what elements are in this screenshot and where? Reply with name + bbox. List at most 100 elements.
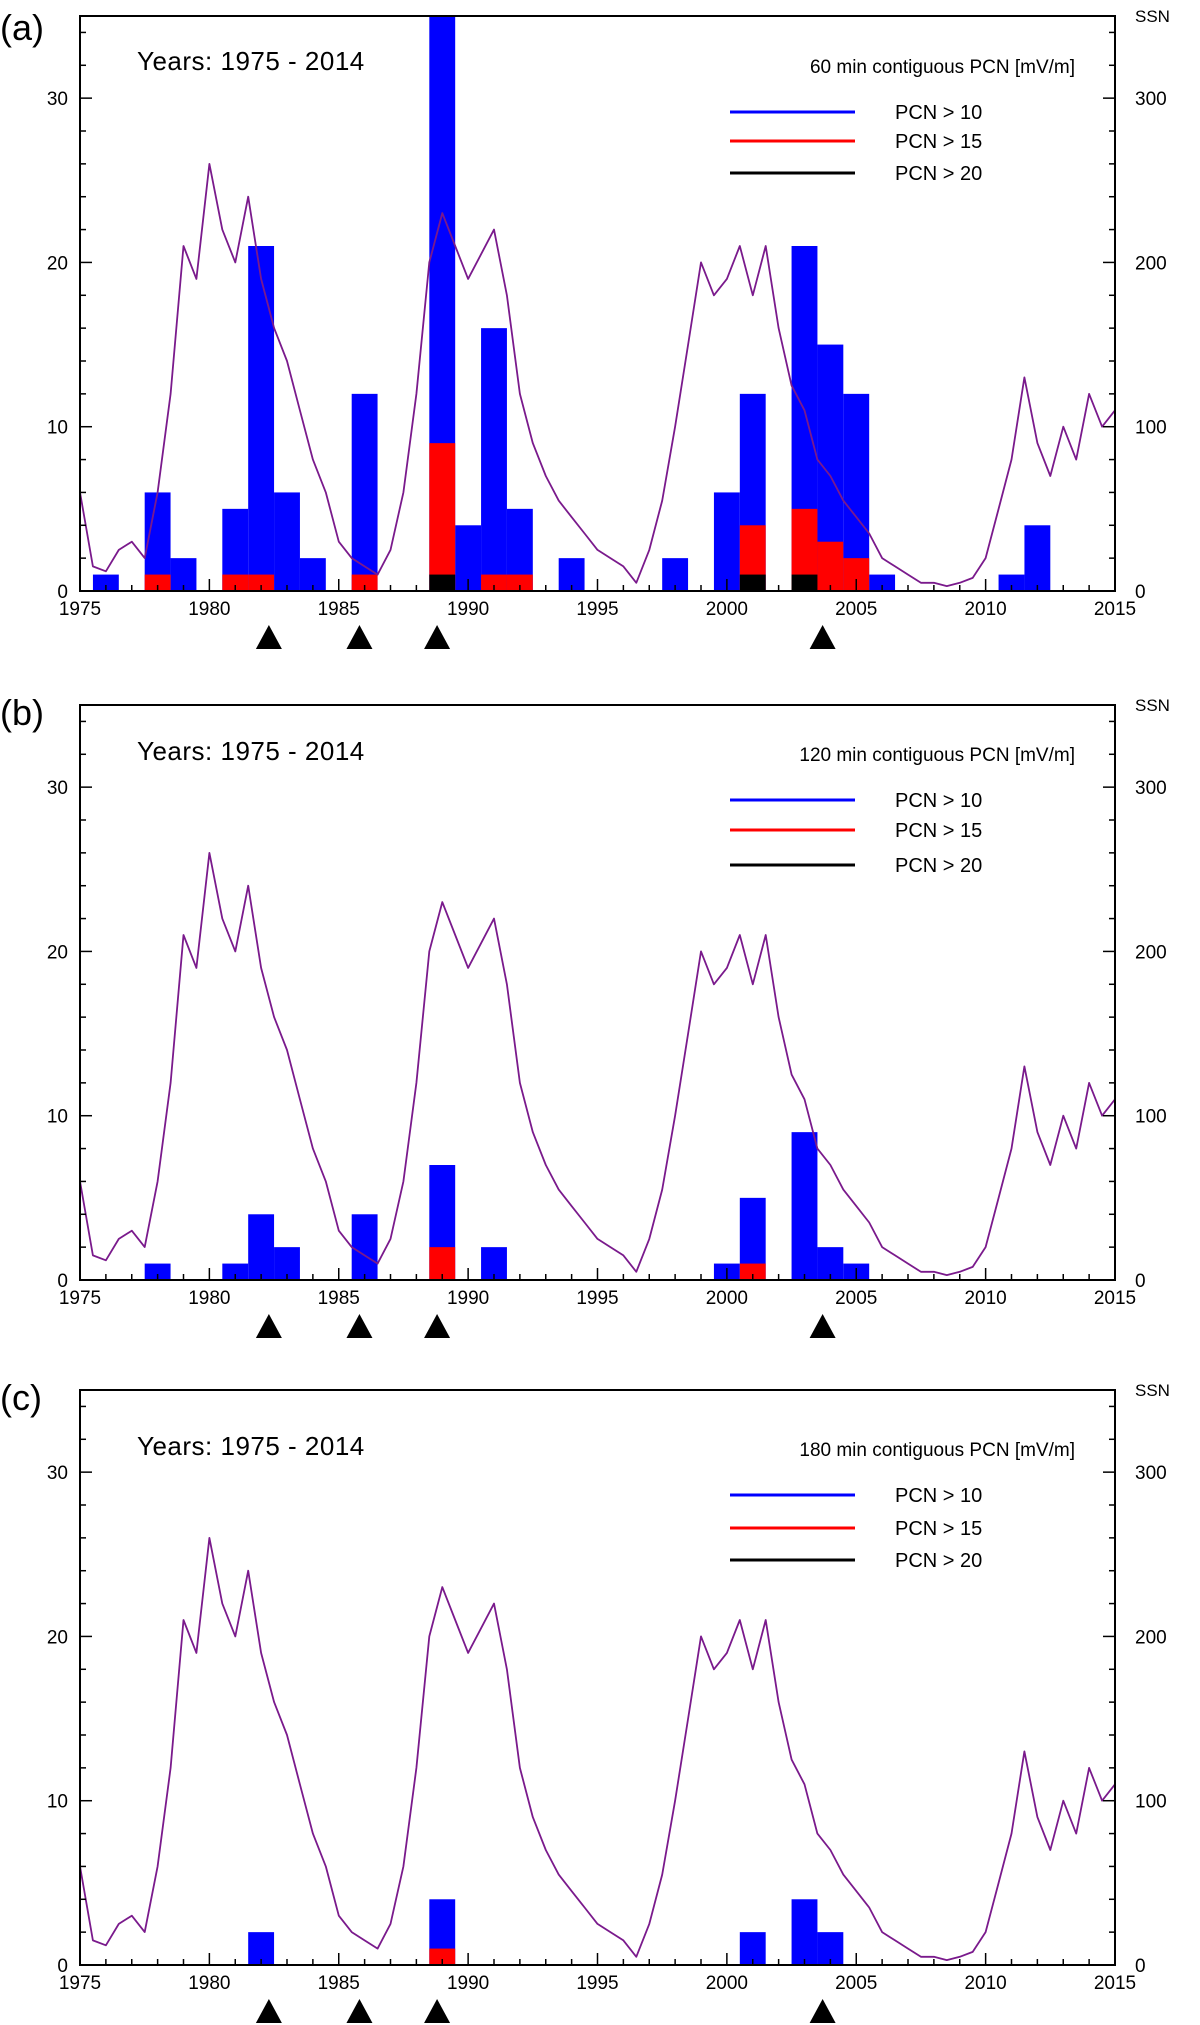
bar-15-1989 — [429, 1948, 456, 1965]
left-tick-label: 30 — [47, 1463, 68, 1484]
x-tick-label: 2015 — [1094, 1288, 1136, 1309]
legend-label-1: PCN > 10 — [895, 102, 982, 124]
right-tick-label: 100 — [1135, 418, 1167, 439]
event-marker-2 — [346, 1314, 373, 1338]
bar-10-1978 — [144, 1263, 171, 1280]
x-tick-label: 1980 — [188, 1973, 230, 1994]
right-tick-label: 0 — [1135, 582, 1146, 603]
bar-15-1981 — [222, 574, 249, 591]
ssn-axis-label: SSN — [1135, 7, 1170, 26]
plot-frame — [79, 1389, 1116, 1966]
bar-20-2001 — [739, 574, 766, 591]
legend-label-2: PCN > 15 — [895, 820, 982, 842]
bar-15-2001 — [739, 1263, 766, 1280]
ssn-curve — [79, 1537, 1116, 1961]
bar-20-2003 — [791, 574, 818, 591]
x-tick-label: 2015 — [1094, 599, 1136, 620]
bar-10-1982 — [248, 1214, 275, 1280]
x-tick-label: 1985 — [318, 1973, 360, 1994]
x-tick-label: 1995 — [576, 1973, 618, 1994]
ssn-axis-label: SSN — [1135, 1381, 1170, 1400]
x-tick-label: 2010 — [964, 1973, 1006, 1994]
right-tick-label: 0 — [1135, 1271, 1146, 1292]
x-tick-label: 1985 — [318, 1288, 360, 1309]
left-tick-label: 30 — [47, 778, 68, 799]
bar-15-1978 — [144, 574, 171, 591]
chart-title: Years: 1975 - 2014 — [137, 1431, 365, 1461]
event-marker-2 — [346, 625, 373, 649]
x-tick-label: 1980 — [188, 599, 230, 620]
event-marker-1 — [255, 1314, 282, 1338]
bar-10-1981 — [222, 1263, 249, 1280]
event-marker-3 — [424, 625, 451, 649]
panel-letter: (c) — [0, 1377, 42, 1418]
bar-10-2011 — [998, 574, 1025, 591]
chart-subtitle: 180 min contiguous PCN [mV/m] — [799, 1440, 1075, 1461]
x-tick-label: 1975 — [59, 1973, 101, 1994]
bar-10-1976 — [92, 574, 119, 591]
x-tick-label: 1990 — [447, 599, 489, 620]
right-tick-label: 200 — [1135, 1627, 1167, 1648]
panel-letter: (a) — [0, 7, 44, 48]
bar-15-2004 — [817, 541, 844, 591]
left-tick-label: 20 — [47, 1627, 68, 1648]
x-tick-label: 1975 — [59, 599, 101, 620]
bar-15-1986 — [351, 574, 378, 591]
bar-10-1982 — [248, 246, 275, 591]
x-tick-label: 1975 — [59, 1288, 101, 1309]
ssn-curve — [79, 162, 1116, 587]
x-tick-label: 2005 — [835, 599, 877, 620]
x-tick-label: 1990 — [447, 1973, 489, 1994]
event-marker-4 — [809, 1314, 836, 1338]
left-tick-label: 0 — [57, 1956, 68, 1977]
x-tick-label: 1995 — [576, 1288, 618, 1309]
right-tick-label: 200 — [1135, 942, 1167, 963]
x-tick-label: 2010 — [964, 599, 1006, 620]
ssn-curve — [79, 852, 1116, 1276]
legend-label-3: PCN > 20 — [895, 163, 982, 185]
left-tick-label: 0 — [57, 582, 68, 603]
bar-10-1983 — [274, 492, 300, 591]
bar-10-2003 — [791, 1132, 818, 1280]
event-marker-1 — [255, 1999, 282, 2023]
event-marker-4 — [809, 625, 836, 649]
left-tick-label: 30 — [47, 89, 68, 110]
chart-subtitle: 60 min contiguous PCN [mV/m] — [810, 57, 1075, 78]
x-tick-label: 2015 — [1094, 1973, 1136, 1994]
legend-label-3: PCN > 20 — [895, 1550, 982, 1572]
panel-c: 1975 1980 1985 1990 1995 2000 2005 2010 20150102… — [0, 1377, 1170, 2023]
x-tick-label: 2010 — [964, 1288, 1006, 1309]
bar-20-1989 — [429, 574, 456, 591]
x-tick-label: 2000 — [706, 1973, 748, 1994]
bar-10-1986 — [351, 1214, 378, 1280]
x-tick-label: 2005 — [835, 1973, 877, 1994]
x-tick-label: 2000 — [706, 599, 748, 620]
bar-10-2012 — [1024, 525, 1051, 591]
legend-label-1: PCN > 10 — [895, 790, 982, 812]
event-marker-4 — [809, 1999, 836, 2023]
left-tick-label: 20 — [47, 253, 68, 274]
left-tick-label: 10 — [47, 1792, 68, 1813]
right-tick-label: 300 — [1135, 1463, 1167, 1484]
x-tick-label: 2005 — [835, 1288, 877, 1309]
x-tick-label: 1985 — [318, 599, 360, 620]
panel-b: 1975 1980 1985 1990 1995 2000 2005 2010 20150102… — [0, 692, 1170, 1338]
chart-title: Years: 1975 - 2014 — [137, 46, 365, 76]
bar-10-2006 — [869, 574, 896, 591]
right-tick-label: 200 — [1135, 253, 1167, 274]
panel-letter: (b) — [0, 692, 44, 733]
left-tick-label: 10 — [47, 418, 68, 439]
right-tick-label: 0 — [1135, 1956, 1146, 1977]
bar-15-1992 — [506, 574, 533, 591]
bar-10-1986 — [351, 393, 378, 591]
left-tick-label: 10 — [47, 1107, 68, 1128]
left-tick-label: 20 — [47, 942, 68, 963]
legend-label-1: PCN > 10 — [895, 1485, 982, 1507]
right-tick-label: 100 — [1135, 1107, 1167, 1128]
legend-label-3: PCN > 20 — [895, 855, 982, 877]
event-marker-2 — [346, 1999, 373, 2023]
chart-title: Years: 1975 - 2014 — [137, 736, 365, 766]
event-marker-1 — [255, 625, 282, 649]
x-tick-label: 2000 — [706, 1288, 748, 1309]
